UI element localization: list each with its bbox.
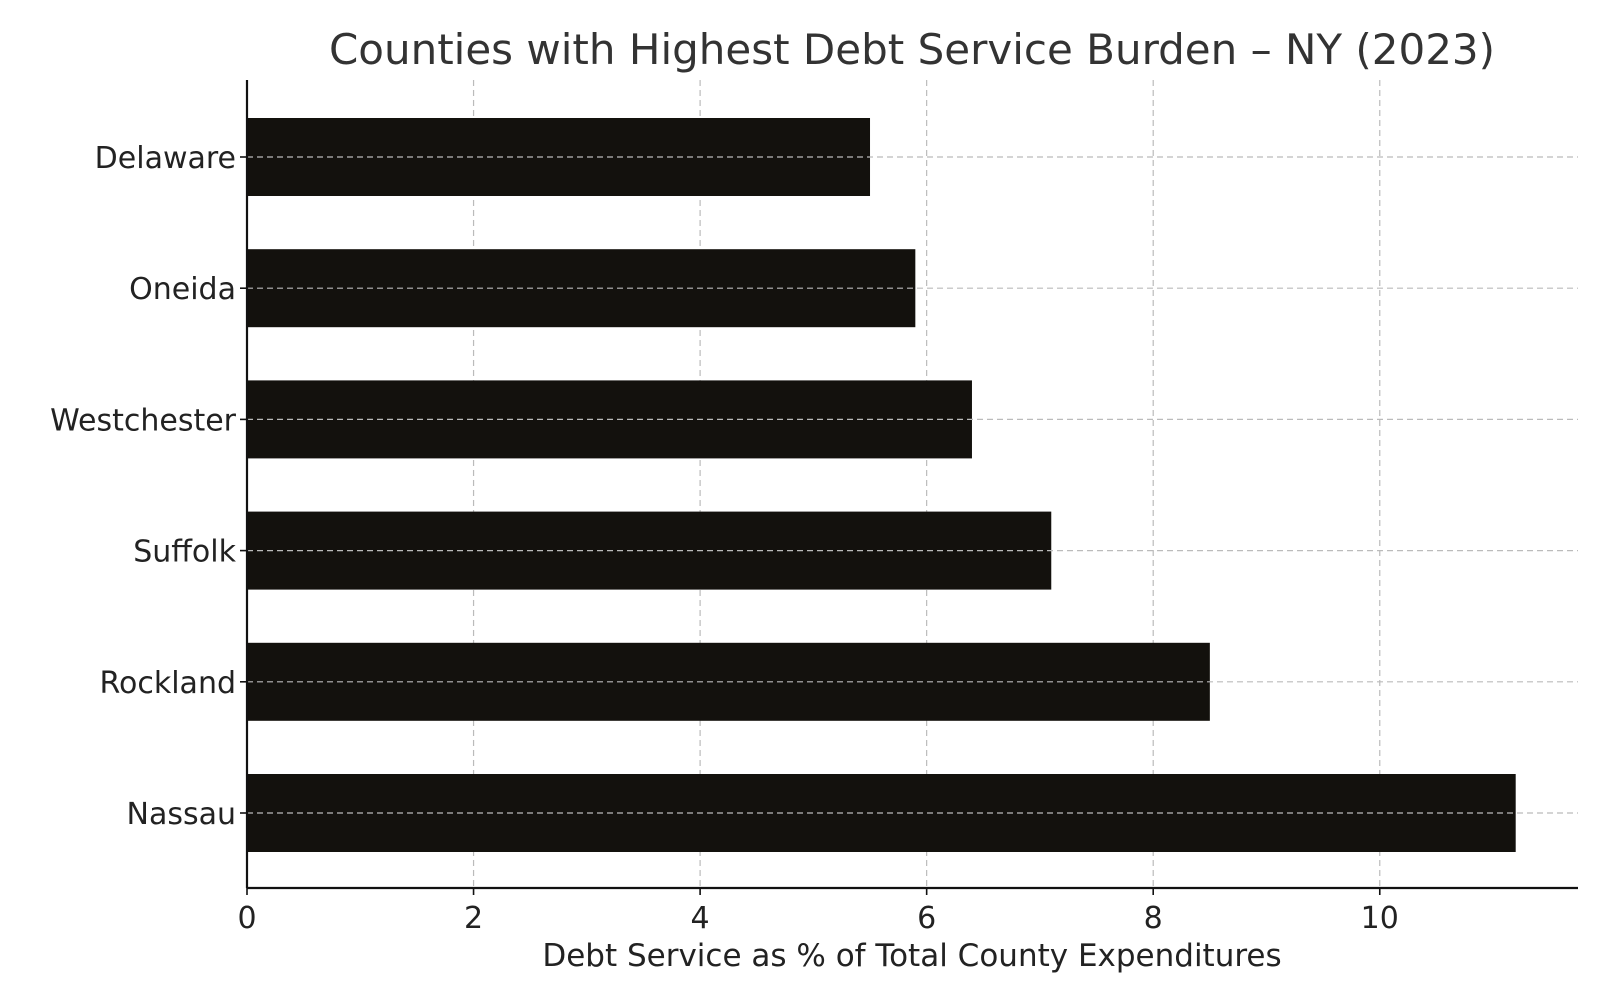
- x-tick-label-10: 10: [1361, 901, 1399, 936]
- y-tick-label-rockland: Rockland: [100, 666, 237, 701]
- y-tick-label-nassau: Nassau: [127, 797, 236, 832]
- tick-labels: 0 2 4 6 8 10 Nassau Rockland Suffolk Westchester O…: [50, 141, 1399, 936]
- y-tick-label-westchester: Westchester: [50, 403, 237, 438]
- grid-lines: [472, 80, 1381, 888]
- y-tick-label-oneida: Oneida: [129, 272, 236, 307]
- x-tick-label-6: 6: [917, 901, 936, 936]
- y-tick-label-suffolk: Suffolk: [133, 535, 236, 570]
- y-tick-label-delaware: Delaware: [95, 141, 236, 176]
- x-tick-label-8: 8: [1144, 901, 1163, 936]
- x-axis-label: Debt Service as % of Total County Expend…: [542, 938, 1281, 974]
- x-tick-label-2: 2: [464, 901, 483, 936]
- chart-title: Counties with Highest Debt Service Burde…: [329, 25, 1495, 74]
- x-tick-label-4: 4: [691, 901, 710, 936]
- axes: [240, 80, 1578, 895]
- horizontal-grid-lines: [247, 156, 1578, 814]
- bars: [247, 118, 1516, 852]
- x-tick-label-0: 0: [237, 901, 256, 936]
